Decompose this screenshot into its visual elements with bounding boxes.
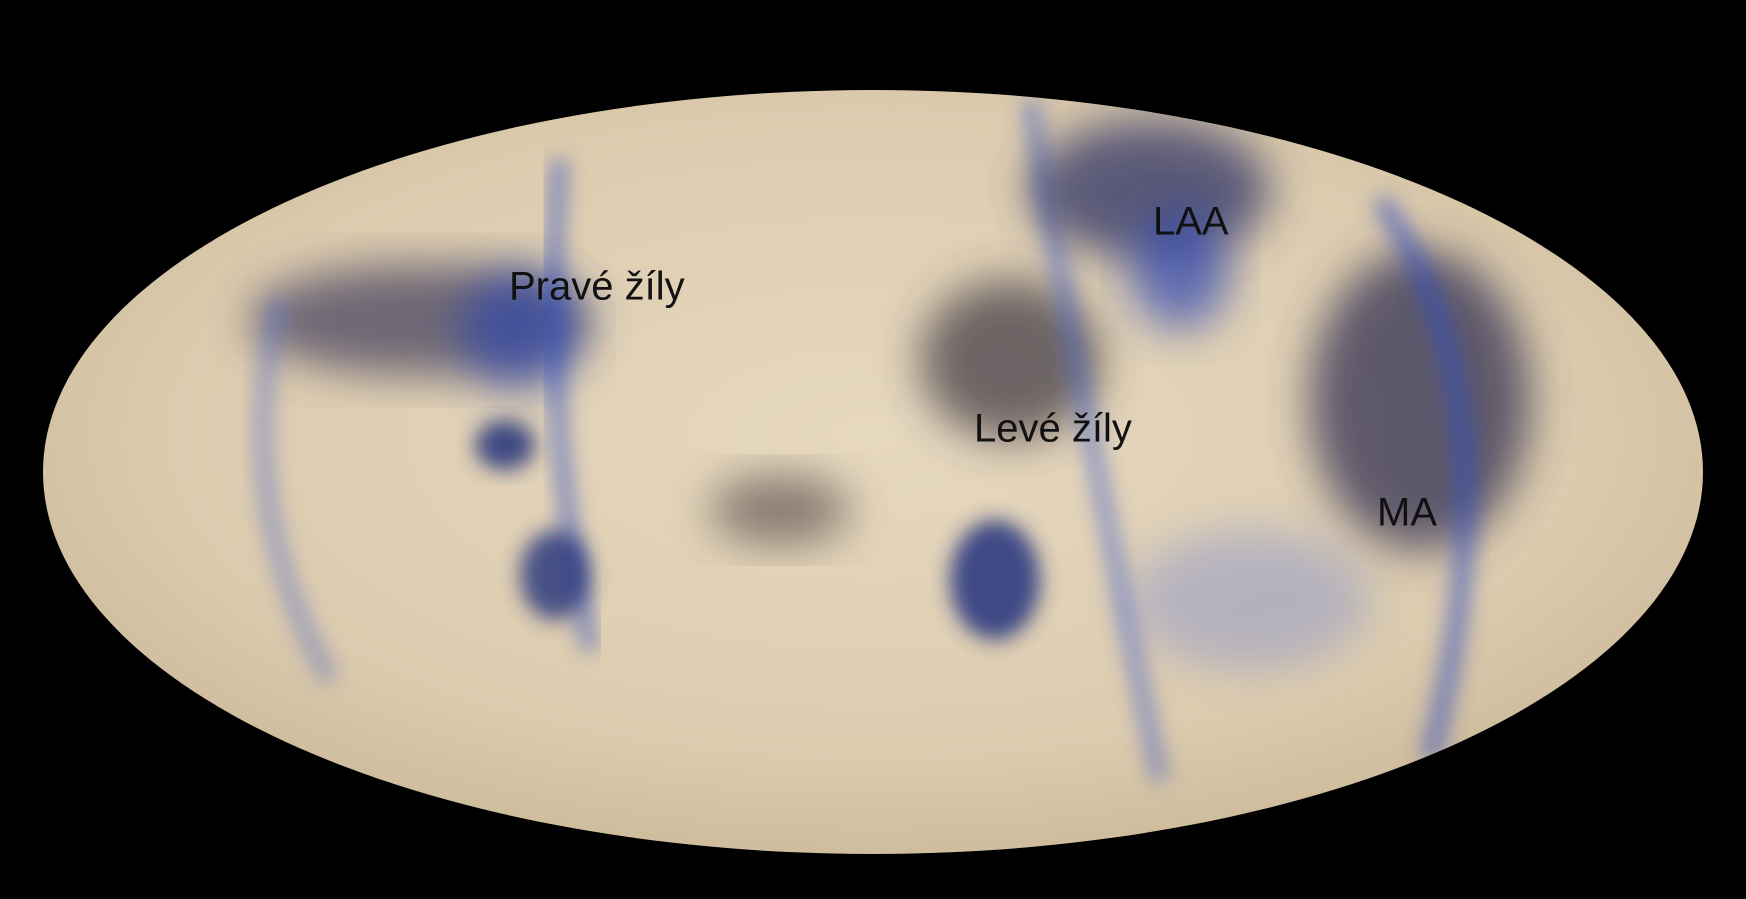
label-right-veins: Pravé žíly [509, 265, 685, 309]
label-ma: MA [1377, 491, 1437, 535]
surface-shading [250, 98, 1530, 782]
label-laa: LAA [1153, 200, 1229, 244]
label-left-veins: Levé žíly [974, 407, 1132, 451]
